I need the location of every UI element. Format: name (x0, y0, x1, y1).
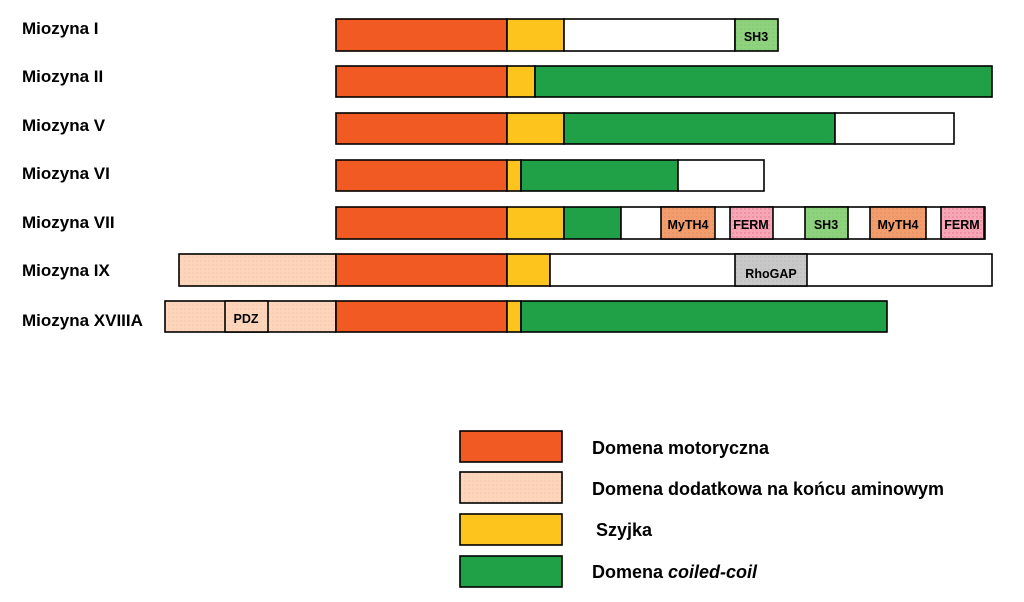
coiled-coil-domain (534, 65, 993, 98)
myosin-ix-bar: RhoGAP (178, 253, 993, 287)
myosin-vi-bar (335, 159, 765, 192)
neck-domain (506, 206, 565, 240)
motor-domain (335, 159, 508, 192)
row-label-myosin-v: Miozyna V (22, 116, 106, 135)
neck-domain (506, 253, 551, 287)
sh3-label: SH3 (814, 218, 838, 232)
sh3-domain (734, 18, 779, 52)
myth4-domain-2 (869, 206, 927, 240)
ferm-label-1: FERM (733, 218, 768, 232)
legend-swatch-motor (459, 430, 563, 463)
legend-label-coiled-coil: Domena coiled-coil (592, 562, 758, 582)
myosin-xviiia-bar: PDZ (164, 300, 888, 333)
coiled-coil-domain (563, 112, 836, 145)
row-label-myosin-i: Miozyna I (22, 19, 99, 38)
myosin-vii-bar: MyTH4 FERM SH3 MyTH4 FERM (335, 206, 986, 240)
tail-region (677, 159, 765, 192)
pdz-label: PDZ (234, 312, 259, 326)
rhogap-label: RhoGAP (745, 267, 796, 281)
sh3-domain (804, 206, 849, 240)
neck-domain (506, 18, 565, 52)
row-labels: Miozyna I Miozyna II Miozyna V Miozyna V… (22, 19, 143, 330)
legend-swatch-n-terminal (459, 471, 563, 504)
legend-label-coiled-coil-plain: Domena (592, 562, 668, 582)
row-label-myosin-vii: Miozyna VII (22, 213, 115, 232)
legend-label-coiled-coil-italic: coiled-coil (668, 562, 758, 582)
ferm-label-2: FERM (944, 218, 979, 232)
rhogap-domain (734, 253, 808, 287)
row-label-myosin-ii: Miozyna II (22, 67, 103, 86)
sh3-label: SH3 (744, 30, 768, 44)
motor-domain (335, 112, 508, 145)
coiled-coil-domain (520, 159, 679, 192)
myth4-label-2: MyTH4 (878, 218, 919, 232)
legend-swatch-neck (459, 513, 563, 546)
myth4-label-1: MyTH4 (668, 218, 709, 232)
myosin-v-bar (335, 112, 955, 145)
motor-domain (335, 300, 508, 333)
neck-domain (506, 112, 565, 145)
myosin-i-bar: SH3 (335, 18, 779, 52)
legend: Domena motoryczna Domena dodatkowa na ko… (459, 430, 944, 588)
legend-label-motor: Domena motoryczna (592, 438, 770, 458)
row-label-myosin-xviiia: Miozyna XVIIIA (22, 311, 143, 330)
legend-label-n-terminal: Domena dodatkowa na końcu aminowym (592, 479, 944, 499)
motor-domain (335, 206, 508, 240)
row-label-myosin-ix: Miozyna IX (22, 261, 111, 280)
neck-domain (506, 300, 522, 333)
coiled-coil-domain (563, 206, 622, 240)
legend-swatch-coiled-coil (459, 555, 563, 588)
neck-domain (506, 159, 522, 192)
n-terminal-domain (178, 253, 337, 287)
tail-region (834, 112, 955, 145)
motor-domain (335, 253, 508, 287)
row-label-myosin-vi: Miozyna VI (22, 164, 110, 183)
pdz-domain (224, 300, 269, 333)
motor-domain (335, 18, 508, 52)
ferm-domain-1 (729, 206, 774, 240)
legend-label-neck: Szyjka (596, 520, 653, 540)
ferm-domain-2 (940, 206, 985, 240)
coiled-coil-domain (520, 300, 888, 333)
tail-region (563, 18, 736, 52)
myth4-domain-1 (660, 206, 716, 240)
neck-domain (506, 65, 536, 98)
motor-domain (335, 65, 508, 98)
myosin-ii-bar (335, 65, 993, 98)
